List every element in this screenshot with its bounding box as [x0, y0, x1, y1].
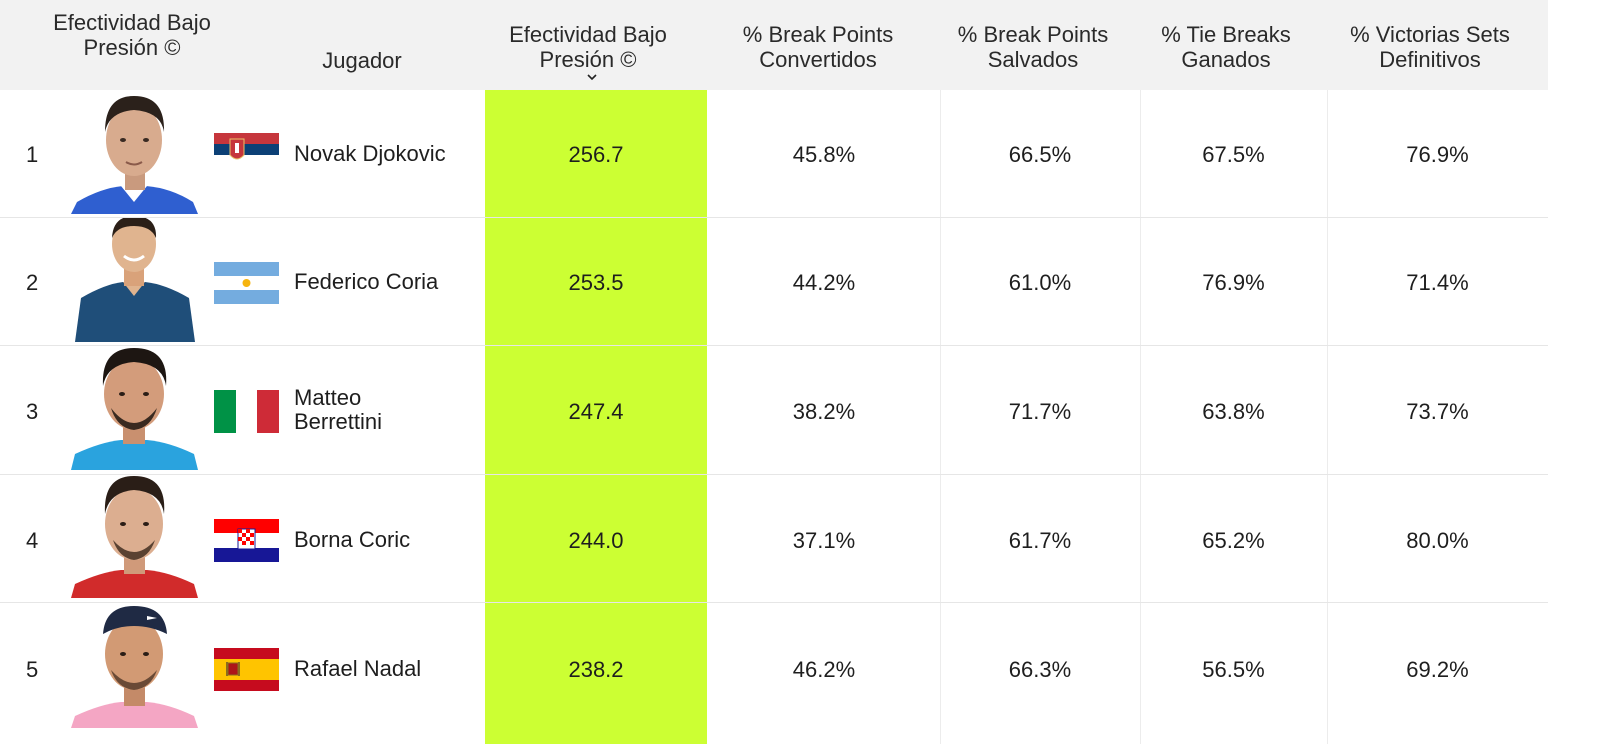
highlighted-column — [485, 90, 707, 744]
croatia-flag — [214, 519, 279, 562]
column-header-bp-convertidos[interactable]: % Break Points Convertidos — [742, 22, 894, 72]
rank-number: 1 — [26, 142, 39, 167]
player-photo — [71, 90, 198, 214]
argentina-flag — [214, 262, 279, 305]
bp-convertidos-value: 45.8% — [792, 142, 856, 167]
column-divider — [940, 90, 941, 744]
player-photo — [71, 474, 198, 598]
bp-salvados-value: 66.5% — [1008, 142, 1072, 167]
rank-number: 2 — [26, 270, 39, 295]
player-name-text: Matteo Berrettini — [294, 385, 383, 434]
tie-breaks-value: 76.9% — [1202, 270, 1265, 295]
tie-breaks-value: 56.5% — [1202, 657, 1265, 682]
column-header-bp-salvados[interactable]: % Break Points Salvados — [957, 22, 1109, 72]
bp-convertidos-value: 37.1% — [792, 528, 856, 553]
efectividad-value: 247.4 — [568, 399, 624, 424]
table-header: Efectividad Bajo Presión © Jugador Efect… — [0, 0, 1548, 90]
column-header-efectividad[interactable]: Efectividad Bajo Presión © — [509, 22, 667, 72]
rank-column-header[interactable]: Efectividad Bajo Presión © — [53, 10, 211, 60]
bp-salvados-value: 71.7% — [1008, 399, 1072, 424]
bp-salvados-value: 66.3% — [1008, 657, 1072, 682]
sets-definitivos-value: 69.2% — [1406, 657, 1469, 682]
column-header-sets-definitivos[interactable]: % Victorias Sets Definitivos — [1350, 22, 1510, 72]
efectividad-value: 238.2 — [568, 657, 624, 682]
player-name[interactable]: Rafael Nadal — [294, 656, 422, 681]
row-divider — [0, 602, 1548, 603]
bp-salvados-value: 61.7% — [1008, 528, 1072, 553]
tie-breaks-value: 67.5% — [1202, 142, 1265, 167]
tie-breaks-value: 65.2% — [1202, 528, 1265, 553]
player-name[interactable]: Borna Coric — [294, 527, 411, 552]
table-row[interactable]: 4 — [0, 474, 1548, 602]
bp-convertidos-value: 44.2% — [792, 270, 856, 295]
sets-definitivos-value: 73.7% — [1406, 399, 1469, 424]
column-divider — [1140, 90, 1141, 744]
row-divider — [0, 217, 1548, 218]
rank-number: 4 — [26, 528, 39, 553]
rank-number: 3 — [26, 399, 39, 424]
spain-flag — [214, 648, 279, 691]
table-row[interactable]: 5 Rafael Nadal 238 — [0, 602, 1548, 730]
sets-definitivos-value: 76.9% — [1406, 142, 1469, 167]
sets-definitivos-value: 80.0% — [1406, 528, 1469, 553]
bp-convertidos-value: 38.2% — [792, 399, 856, 424]
table-row[interactable]: 3 Matteo Berrettini 247.4 38.2% 71 — [0, 345, 1548, 473]
player-photo — [71, 346, 198, 470]
chevron-down-icon[interactable] — [587, 72, 597, 82]
column-header-tie-breaks[interactable]: % Tie Breaks Ganados — [1161, 22, 1291, 72]
row-divider — [0, 474, 1548, 475]
player-column-header[interactable]: Jugador — [322, 48, 402, 73]
table-row[interactable]: 1 Novak Djokovic 256.7 — [0, 90, 1548, 218]
efectividad-value: 253.5 — [568, 270, 624, 295]
player-name[interactable]: Matteo Berrettini — [294, 386, 414, 434]
serbia-flag — [214, 133, 279, 176]
rank-number: 5 — [26, 657, 39, 682]
row-divider — [0, 345, 1548, 346]
efectividad-value: 256.7 — [568, 142, 624, 167]
player-photo — [71, 604, 198, 728]
player-name[interactable]: Federico Coria — [294, 269, 439, 294]
player-name[interactable]: Novak Djokovic — [294, 141, 446, 166]
italy-flag — [214, 390, 279, 433]
tie-breaks-value: 63.8% — [1202, 399, 1265, 424]
column-divider — [1327, 90, 1328, 744]
player-photo — [71, 218, 198, 342]
bp-convertidos-value: 46.2% — [792, 657, 856, 682]
table-row[interactable]: 2 Federico Coria 253.5 44.2% 61.0% 76.9% — [0, 217, 1548, 345]
efectividad-value: 244.0 — [568, 528, 624, 553]
bp-salvados-value: 61.0% — [1008, 270, 1072, 295]
sets-definitivos-value: 71.4% — [1406, 270, 1469, 295]
